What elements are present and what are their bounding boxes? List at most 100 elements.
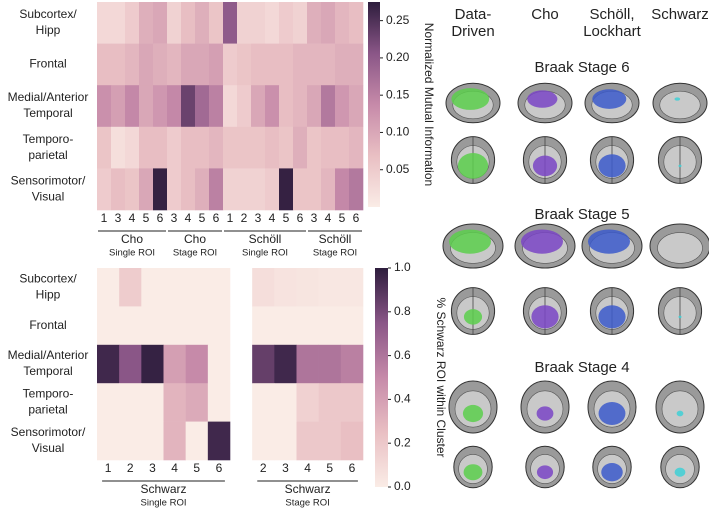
heatmap-cell bbox=[163, 268, 186, 307]
heatmap-cell bbox=[318, 306, 342, 346]
x-tick-label: 5 bbox=[199, 211, 206, 225]
heatmap-cell bbox=[349, 168, 364, 211]
row-label: Subcortex/ bbox=[19, 7, 77, 21]
heatmap-cell bbox=[111, 85, 126, 128]
heatmap-cell bbox=[119, 421, 142, 461]
group-subtitle: Stage ROI bbox=[173, 248, 217, 259]
group-subtitle: Stage ROI bbox=[285, 498, 329, 509]
heatmap-cell bbox=[125, 168, 140, 211]
highlight-region bbox=[536, 465, 554, 480]
heatmap-cell bbox=[321, 126, 336, 169]
heatmap-cell bbox=[141, 383, 164, 422]
highlight-region bbox=[536, 406, 554, 421]
row-label: Hipp bbox=[36, 23, 61, 37]
x-tick-label: 2 bbox=[241, 211, 248, 225]
colorbar-tick-label: 0.20 bbox=[386, 50, 410, 64]
heatmap-cell bbox=[185, 268, 209, 307]
heatmap-cell bbox=[207, 383, 231, 422]
brain-inner bbox=[657, 232, 703, 264]
heatmap-cell bbox=[252, 344, 275, 384]
heatmap-cell bbox=[307, 126, 322, 169]
heatmap-cell bbox=[274, 421, 297, 461]
heatmap-cell bbox=[181, 85, 196, 128]
heatmap-cell bbox=[349, 126, 364, 169]
x-tick-label: 2 bbox=[260, 461, 267, 475]
heatmap-cell bbox=[119, 306, 142, 346]
row-label: Frontal bbox=[29, 318, 66, 332]
heatmap-cell bbox=[237, 168, 252, 211]
stage-title: Braak Stage 5 bbox=[534, 206, 629, 223]
brain-inner bbox=[661, 390, 699, 428]
x-tick-label: 5 bbox=[326, 461, 333, 475]
heatmap-cell bbox=[141, 344, 164, 384]
heatmap-cell bbox=[237, 2, 252, 44]
group-name: Schöll bbox=[249, 232, 282, 246]
heatmap-cell bbox=[153, 168, 168, 211]
heatmap-cell bbox=[335, 85, 350, 128]
heatmap-cell bbox=[119, 344, 142, 384]
row-label: Visual bbox=[32, 441, 64, 455]
heatmap-cell bbox=[181, 2, 196, 44]
heatmap-cell bbox=[321, 43, 336, 86]
heatmap-cell bbox=[265, 126, 280, 169]
heatmap-cell bbox=[293, 168, 308, 211]
colorbar-tick-label: 0.4 bbox=[394, 392, 411, 406]
row-label: Frontal bbox=[29, 57, 66, 71]
x-tick-label: 6 bbox=[216, 461, 223, 475]
colorbar-tick-label: 0.05 bbox=[386, 162, 410, 176]
heatmap-cell bbox=[97, 168, 112, 211]
x-tick-label: 1 bbox=[227, 211, 234, 225]
colorbar-tick-label: 1.0 bbox=[394, 260, 411, 274]
heatmap-cell bbox=[163, 421, 186, 461]
highlight-region bbox=[676, 410, 684, 417]
heatmap-cell bbox=[223, 43, 238, 86]
heatmap-cell bbox=[265, 43, 280, 86]
heatmap-cell bbox=[163, 306, 186, 346]
heatmap-cell bbox=[237, 43, 252, 86]
x-tick-label: 5 bbox=[283, 211, 290, 225]
heatmap-cell bbox=[251, 126, 266, 169]
colorbar-tick-label: 0.6 bbox=[394, 348, 411, 362]
highlight-region bbox=[463, 464, 483, 481]
stage-title: Braak Stage 6 bbox=[534, 59, 629, 76]
heatmap-cell bbox=[279, 43, 294, 86]
heatmap-cell bbox=[307, 85, 322, 128]
heatmap-cell bbox=[318, 344, 342, 384]
column-header: Cho bbox=[531, 6, 559, 23]
colorbar bbox=[375, 268, 388, 487]
heatmap-cell bbox=[209, 2, 224, 44]
row-label: Temporal bbox=[23, 106, 72, 120]
heatmap-cell bbox=[97, 43, 112, 86]
heatmap-cell bbox=[335, 126, 350, 169]
heatmap-cell bbox=[307, 168, 322, 211]
x-tick-label: 6 bbox=[297, 211, 304, 225]
highlight-region bbox=[463, 309, 483, 325]
x-tick-label: 4 bbox=[304, 461, 311, 475]
heatmap-cell bbox=[307, 2, 322, 44]
heatmap-cell bbox=[251, 43, 266, 86]
highlight-region bbox=[674, 97, 681, 101]
group-subtitle: Single ROI bbox=[141, 498, 187, 509]
heatmap-cell bbox=[279, 85, 294, 128]
highlight-region bbox=[527, 90, 558, 108]
heatmap-cell bbox=[296, 268, 319, 307]
x-tick-label: 6 bbox=[213, 211, 220, 225]
heatmap-cell bbox=[139, 168, 154, 211]
x-tick-label: 3 bbox=[255, 211, 262, 225]
heatmap-cell bbox=[293, 2, 308, 44]
heatmap-cell bbox=[97, 126, 112, 169]
highlight-region bbox=[678, 164, 682, 168]
x-tick-label: 3 bbox=[115, 211, 122, 225]
x-tick-label: 3 bbox=[282, 461, 289, 475]
heatmap-cell bbox=[349, 85, 364, 128]
heatmap-cell bbox=[181, 126, 196, 169]
row-label: Visual bbox=[32, 189, 64, 203]
highlight-region bbox=[531, 305, 559, 329]
heatmap-cell bbox=[97, 344, 120, 384]
highlight-region bbox=[588, 229, 630, 254]
heatmap-cell bbox=[167, 85, 182, 128]
heatmap-cell bbox=[111, 168, 126, 211]
colorbar-tick-label: 0.8 bbox=[394, 304, 411, 318]
heatmap-cell bbox=[167, 2, 182, 44]
